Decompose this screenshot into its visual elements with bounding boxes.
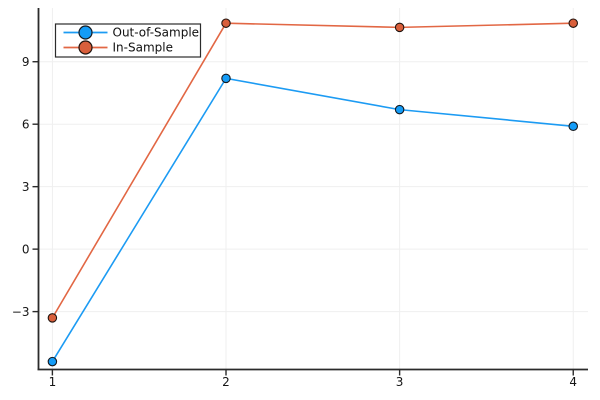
legend-label: Out-of-Sample [113, 26, 200, 40]
data-point-out-of-sample [568, 121, 578, 132]
x-tick-label: 2 [222, 375, 230, 389]
data-point-in-sample [394, 22, 405, 33]
data-point-out-of-sample [47, 356, 58, 367]
series-line-in-sample [51, 22, 575, 319]
y-tick-label: 6 [22, 117, 30, 131]
x-tick-label: 1 [49, 375, 57, 389]
data-point-out-of-sample [394, 104, 405, 115]
y-tick-label: 3 [22, 180, 30, 194]
x-tick-label: 4 [569, 375, 577, 389]
y-tick-label: −3 [12, 305, 30, 319]
data-point-in-sample [221, 18, 231, 28]
legend-marker [78, 25, 93, 40]
legend-marker [78, 40, 93, 55]
legend-label: In-Sample [113, 41, 173, 55]
data-point-in-sample [568, 18, 578, 28]
x-tick-label: 3 [396, 375, 404, 389]
data-point-out-of-sample [221, 73, 231, 84]
data-point-in-sample [47, 313, 58, 323]
y-tick-label: 0 [22, 242, 30, 256]
y-tick-label: 9 [22, 55, 30, 69]
series-line-out-of-sample [51, 77, 575, 363]
